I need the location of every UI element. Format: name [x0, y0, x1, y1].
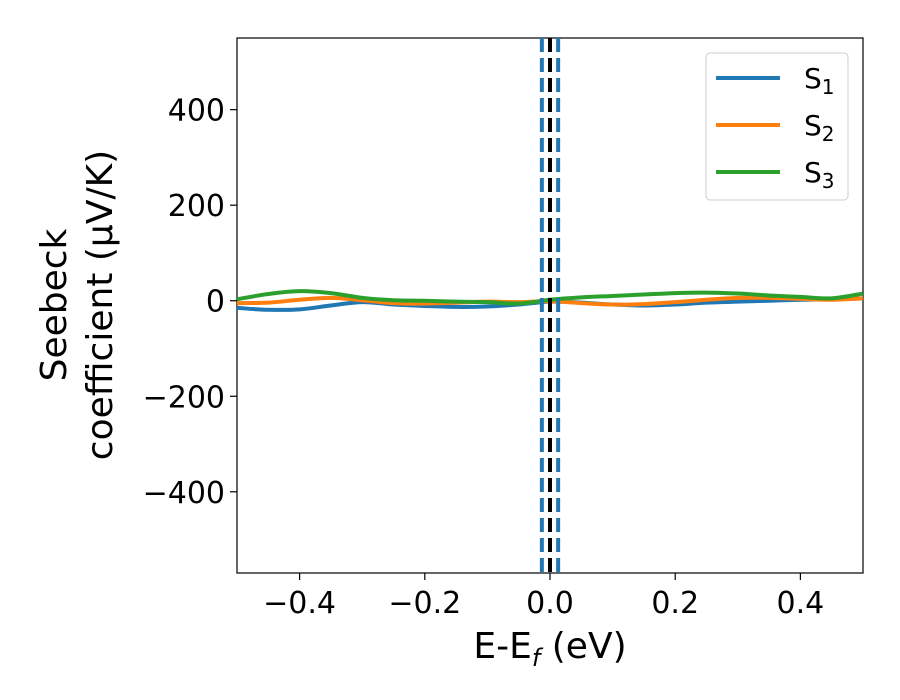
x-tick-label: 0.4: [777, 586, 825, 621]
y-tick-label: −200: [143, 380, 225, 415]
y-axis: 400 200 0 −200 −400: [143, 94, 237, 511]
y-tick-label: −400: [143, 476, 225, 511]
x-axis-label: E-Ef (eV): [473, 626, 626, 672]
x-tick-label: −0.2: [388, 586, 461, 621]
y-axis-label-line1: Seebeck: [34, 228, 75, 381]
y-tick-label: 400: [168, 94, 225, 129]
y-tick-label: 200: [168, 189, 225, 224]
plot-area: [236, 37, 864, 574]
x-tick-label: 0.2: [651, 586, 699, 621]
legend-label-s2: S2: [804, 109, 835, 146]
y-axis-label-line2: coefficient (μV/K): [80, 150, 121, 460]
y-axis-label: Seebeck coefficient (μV/K): [34, 150, 121, 460]
x-axis: −0.4 −0.2 0.0 0.2 0.4: [263, 573, 824, 621]
legend-label-s1: S1: [804, 62, 835, 99]
legend: S1 S2 S3: [705, 52, 849, 201]
legend-label-s3: S3: [804, 156, 835, 193]
series-group: [237, 38, 863, 573]
y-tick-label: 0: [206, 285, 225, 320]
x-tick-label: 0.0: [526, 586, 574, 621]
x-tick-label: −0.4: [263, 586, 336, 621]
x-axis-label-unit: (eV): [540, 626, 626, 667]
